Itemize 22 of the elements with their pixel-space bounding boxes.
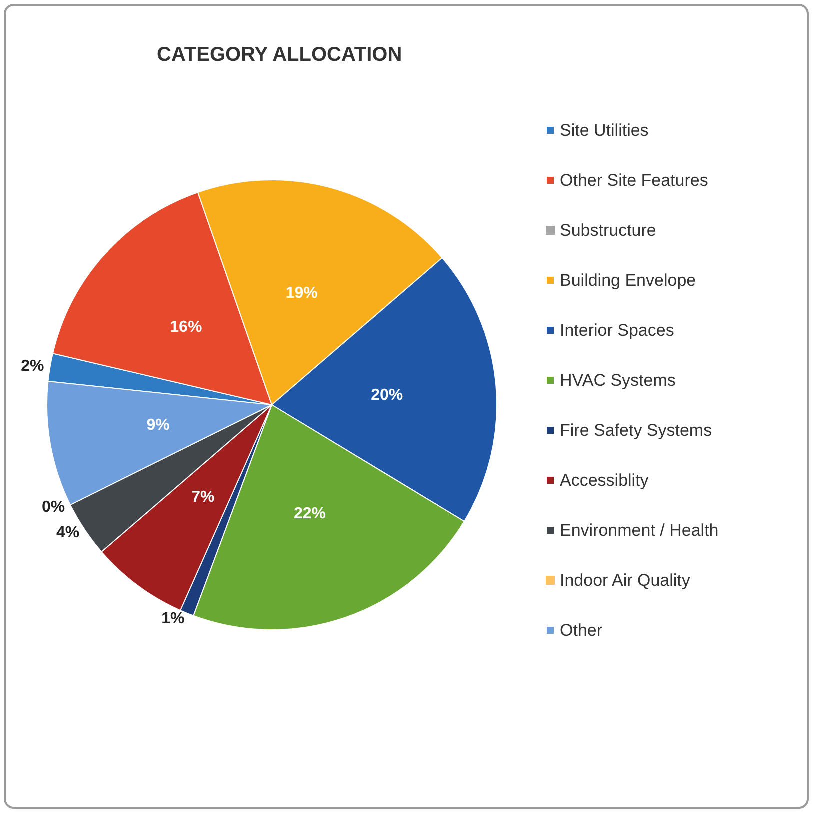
legend-label: Site Utilities <box>560 121 649 140</box>
data-label: 7% <box>192 489 215 506</box>
data-label: 22% <box>294 506 326 523</box>
legend-label: Indoor Air Quality <box>560 571 691 590</box>
data-label: 9% <box>146 416 170 434</box>
text: 0% <box>42 499 66 516</box>
legend-label: Other <box>560 621 603 640</box>
chart-title: CATEGORY ALLOCATION <box>157 44 402 66</box>
legend-label: Building Envelope <box>560 271 696 290</box>
legend-label: Interior Spaces <box>560 321 674 340</box>
data-label: 2% <box>21 358 44 375</box>
data-label: 1% <box>162 610 185 628</box>
legend-label: Accessiblity <box>560 471 650 490</box>
data-label: 4% <box>56 524 80 542</box>
data-label: 20% <box>371 386 404 404</box>
legend-label: HVAC Systems <box>560 371 676 390</box>
data-label: 16% <box>170 319 202 336</box>
legend-label: Fire Safety Systems <box>560 421 712 440</box>
data-label: 19% <box>286 284 318 302</box>
legend-label: Substructure <box>560 221 656 240</box>
legend-label: Environment / Health <box>560 521 719 540</box>
legend-label: Other Site Features <box>560 171 708 190</box>
